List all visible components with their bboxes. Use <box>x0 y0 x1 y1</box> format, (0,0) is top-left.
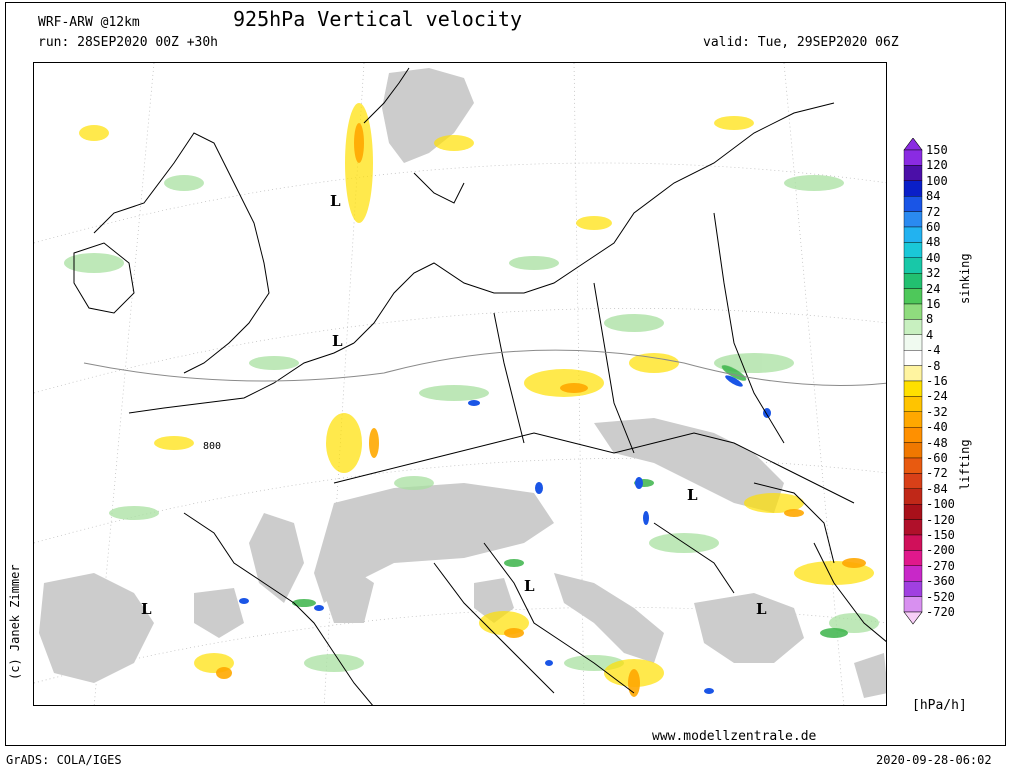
legend-tick-label: -520 <box>926 589 955 604</box>
legend-swatch <box>903 165 923 181</box>
legend-tick-label: -270 <box>926 558 955 573</box>
legend-arrow-top <box>903 138 923 151</box>
legend-swatch <box>903 411 923 428</box>
legend-swatch <box>903 565 923 582</box>
legend-tick-label: 72 <box>926 204 941 219</box>
legend-tick-label: 16 <box>926 297 941 311</box>
page-title: 925hPa Vertical velocity <box>233 7 522 31</box>
legend-swatch <box>903 519 923 536</box>
legend-tick-label: -720 <box>926 605 955 619</box>
lifting-areas <box>79 103 874 687</box>
low-pressure-marker: L <box>141 600 152 618</box>
legend-swatch <box>903 196 923 212</box>
legend-tick-label: -72 <box>926 466 948 481</box>
legend-swatch <box>903 380 923 397</box>
legend-tick-label: -120 <box>926 512 955 527</box>
website-link[interactable]: www.modellzentrale.de <box>652 729 817 744</box>
grads-credit: GrADS: COLA/IGES <box>6 753 122 767</box>
legend-swatch <box>903 365 923 382</box>
legend-tick-label: 48 <box>926 235 941 250</box>
legend-tick-label: 24 <box>926 281 941 296</box>
legend-swatch <box>903 504 923 520</box>
legend-swatch <box>903 396 923 412</box>
legend-tick-label: -4 <box>926 343 941 358</box>
legend-swatch <box>903 288 923 305</box>
legend-colorbar <box>903 138 923 625</box>
legend-tick-label: 4 <box>926 327 934 342</box>
forecast-map: 800 L L L L L L <box>33 62 887 706</box>
low-pressure-marker: L <box>332 332 343 350</box>
legend-swatch <box>903 534 923 551</box>
low-pressure-marker: L <box>524 577 535 595</box>
plot-frame <box>5 2 1006 746</box>
model-label: WRF-ARW @12km <box>38 15 140 30</box>
legend-swatch <box>903 457 923 474</box>
unit-label: [hPa/h] <box>912 698 967 713</box>
isobar-line <box>83 349 886 386</box>
legend-swatch <box>903 180 923 197</box>
sinking-label: sinking <box>958 253 972 304</box>
legend-tick-label: -40 <box>926 420 948 435</box>
legend-swatch <box>903 211 923 228</box>
valid-time-label: valid: Tue, 29SEP2020 06Z <box>703 35 899 50</box>
color-legend: 150 120 100 84 72 60 48 40 32 24 16 8 4 -4 -8 -16 -24 -32… <box>903 138 983 628</box>
legend-tick-label: -200 <box>926 543 955 558</box>
legend-tick-label: -100 <box>926 497 955 512</box>
low-pressure-marker: L <box>330 192 341 210</box>
legend-tick-label: -16 <box>926 374 948 388</box>
legend-swatch <box>903 442 923 459</box>
legend-swatch <box>903 319 923 335</box>
legend-swatch <box>903 550 923 566</box>
terrain-mask <box>39 68 886 698</box>
legend-arrow-bottom <box>903 611 923 625</box>
legend-swatch <box>903 596 923 613</box>
isobar-label: 800 <box>202 441 223 452</box>
legend-swatch <box>903 303 923 320</box>
legend-swatch <box>903 334 923 351</box>
legend-tick-label: -32 <box>926 404 948 419</box>
generation-timestamp: 2020-09-28-06:02 <box>876 753 992 767</box>
legend-tick-label: 8 <box>926 312 934 327</box>
run-label: run: 28SEP2020 00Z +30h <box>38 35 219 50</box>
legend-swatch <box>903 226 923 243</box>
legend-tick-label: -150 <box>926 528 955 542</box>
legend-tick-label: -8 <box>926 358 941 373</box>
low-pressure-marker: L <box>687 486 698 504</box>
copyright-label: (c) Janek Zimmer <box>8 564 22 680</box>
legend-swatch <box>903 272 923 289</box>
legend-tick-label: 60 <box>926 220 941 234</box>
legend-tick-label: 150 <box>926 143 948 157</box>
legend-swatch <box>903 349 923 366</box>
legend-swatch <box>903 581 923 597</box>
legend-tick-label: 84 <box>926 189 941 204</box>
blue-cells <box>239 375 771 694</box>
legend-tick-label: 32 <box>926 266 941 281</box>
legend-swatch <box>903 473 923 489</box>
sinking-areas <box>64 175 879 672</box>
legend-tick-label: -84 <box>926 481 948 496</box>
legend-swatch <box>903 242 923 259</box>
low-pressure-marker: L <box>756 600 767 618</box>
legend-swatch <box>903 488 923 505</box>
legend-tick-label: -24 <box>926 389 948 404</box>
map-canvas <box>34 63 886 705</box>
legend-tick-label: -360 <box>926 574 955 589</box>
legend-swatch <box>903 427 923 443</box>
strong-lifting-areas <box>216 123 866 697</box>
legend-tick-label: 100 <box>926 173 948 188</box>
legend-swatch <box>903 149 923 166</box>
legend-tick-label: 120 <box>926 158 948 173</box>
legend-swatch <box>903 257 923 274</box>
coastlines-borders <box>73 67 886 705</box>
legend-tick-label: -60 <box>926 451 948 465</box>
legend-tick-label: 40 <box>926 250 941 265</box>
lifting-label: lifting <box>958 439 972 490</box>
legend-tick-label: -48 <box>926 435 948 450</box>
